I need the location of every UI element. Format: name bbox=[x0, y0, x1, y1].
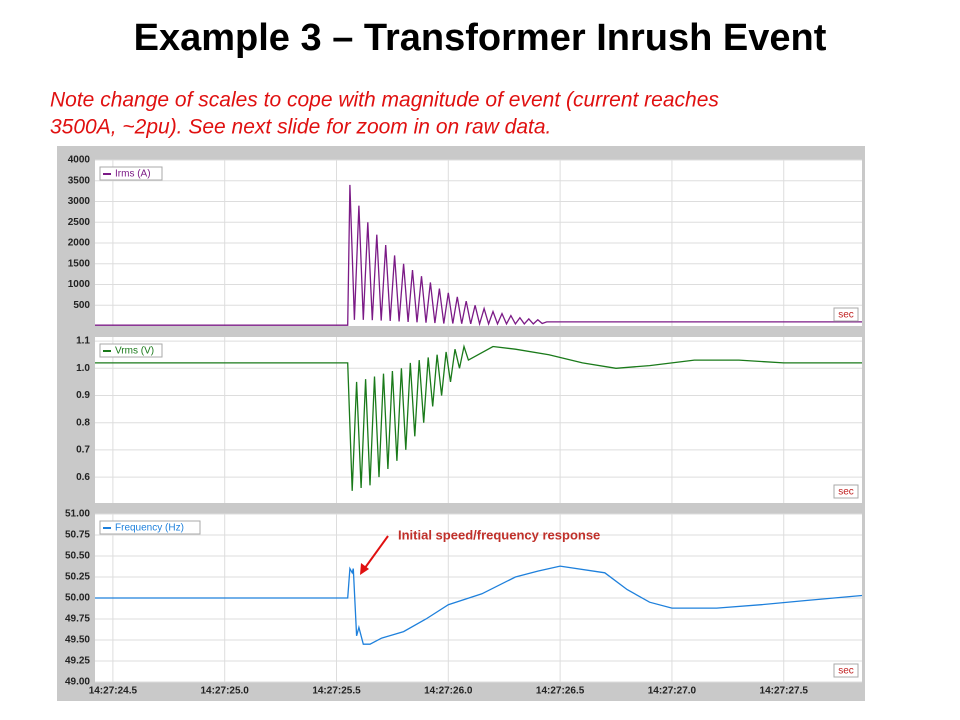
annotation: Initial speed/frequency response bbox=[398, 527, 600, 542]
legend-label: Irms (A) bbox=[115, 169, 151, 180]
legend-label: Frequency (Hz) bbox=[115, 523, 184, 534]
x-tick-label: 14:27:27.0 bbox=[648, 686, 697, 697]
x-tick-label: 14:27:24.5 bbox=[89, 686, 138, 697]
unit-box bbox=[833, 307, 859, 322]
unit-box bbox=[833, 484, 859, 499]
y-tick-label: 49.25 bbox=[65, 656, 90, 667]
x-unit-label: sec bbox=[838, 310, 854, 321]
y-tick-label: 0.7 bbox=[76, 445, 90, 456]
y-tick-label: 2000 bbox=[68, 238, 91, 249]
y-tick-label: 49.00 bbox=[65, 677, 90, 688]
slide-title: Example 3 – Transformer Inrush Event bbox=[134, 17, 827, 59]
legend-box bbox=[99, 343, 163, 358]
arrow-head bbox=[360, 563, 369, 575]
y-tick-label: 0.9 bbox=[76, 390, 90, 401]
plot-area bbox=[95, 337, 862, 503]
x-tick-label: 14:27:25.5 bbox=[312, 686, 361, 697]
x-tick-label: 14:27:26.0 bbox=[424, 686, 473, 697]
annotation-arrow bbox=[361, 535, 389, 573]
y-tick-label: 2500 bbox=[68, 217, 91, 228]
subtitle-line: 3500A, ~2pu). See next slide for zoom in… bbox=[50, 116, 551, 139]
y-tick-label: 0.6 bbox=[76, 472, 90, 483]
y-tick-label: 50.75 bbox=[65, 530, 90, 541]
y-tick-label: 1.1 bbox=[76, 336, 90, 347]
x-tick-label: 14:27:27.5 bbox=[760, 686, 809, 697]
y-tick-label: 49.50 bbox=[65, 635, 90, 646]
data-line bbox=[95, 184, 862, 327]
x-unit-label: sec bbox=[838, 666, 854, 677]
legend-box bbox=[99, 166, 163, 181]
y-tick-label: 49.75 bbox=[65, 614, 90, 625]
x-unit-label: sec bbox=[838, 487, 854, 498]
y-tick-label: 51.00 bbox=[65, 509, 90, 520]
legend-label: Vrms (V) bbox=[115, 346, 154, 357]
x-tick-label: 14:27:25.0 bbox=[201, 686, 250, 697]
data-line bbox=[95, 343, 862, 491]
y-tick-label: 1500 bbox=[68, 258, 91, 269]
y-tick-label: 0.8 bbox=[76, 417, 90, 428]
y-tick-label: 3500 bbox=[68, 175, 91, 186]
x-tick-label: 14:27:26.5 bbox=[536, 686, 585, 697]
y-tick-label: 500 bbox=[73, 300, 90, 311]
y-tick-label: 1.0 bbox=[76, 363, 90, 374]
y-tick-label: 4000 bbox=[68, 155, 91, 166]
y-tick-label: 50.50 bbox=[65, 551, 90, 562]
y-tick-label: 50.25 bbox=[65, 572, 90, 583]
y-tick-label: 1000 bbox=[68, 279, 91, 290]
data-line bbox=[95, 565, 863, 645]
y-tick-label: 50.00 bbox=[65, 593, 90, 604]
y-tick-label: 3000 bbox=[68, 196, 91, 207]
legend-box bbox=[99, 520, 201, 535]
subtitle-line: Note change of scales to cope with magni… bbox=[50, 89, 719, 112]
unit-box bbox=[833, 663, 859, 678]
